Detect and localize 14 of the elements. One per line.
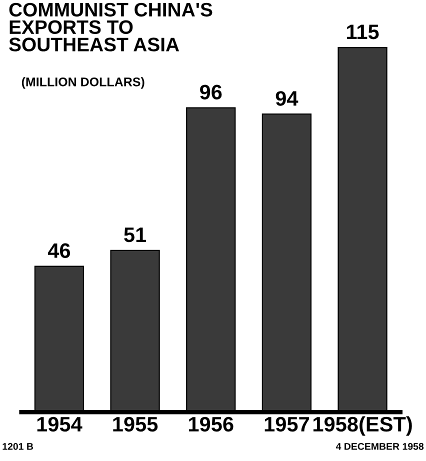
text: 1201 B: [2, 442, 34, 450]
chart-title: COMMUNIST CHINA'S EXPORTS TO SOUTHEAST ASIA: [9, 2, 212, 52]
data-label: 115: [347, 24, 379, 40]
x-tick-label: 1955: [113, 416, 158, 432]
x-tick-label: 1957: [264, 416, 309, 432]
text: 4 DECEMBER 1958: [336, 442, 424, 450]
data-label: 94: [276, 91, 298, 106]
x-tick-label: 1954: [37, 416, 82, 432]
x-tick-label: 1958(EST): [313, 416, 412, 436]
x-tick-label: 1956: [189, 416, 234, 432]
text: (MILLION DOLLARS): [22, 77, 144, 89]
data-label: 96: [200, 84, 222, 100]
data-label: 51: [124, 228, 146, 242]
data-label: 46: [48, 243, 70, 258]
